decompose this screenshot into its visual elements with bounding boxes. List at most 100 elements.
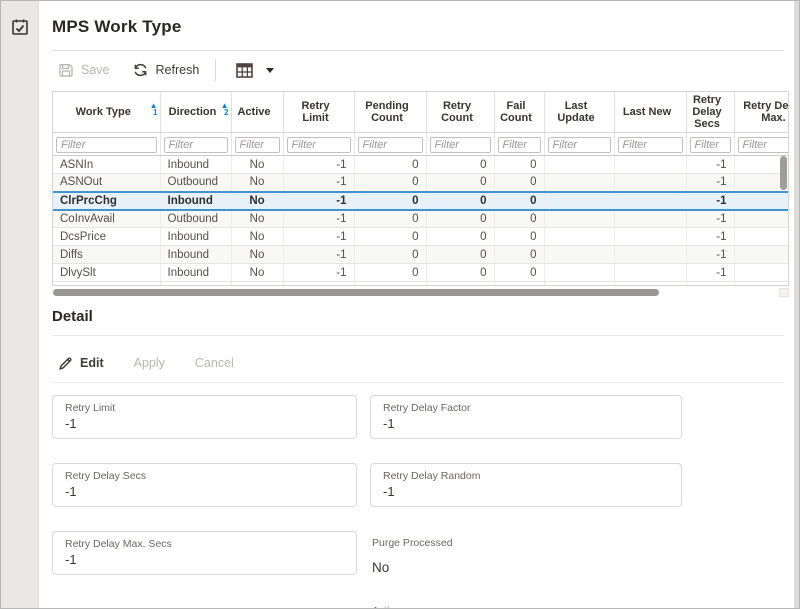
cell: Inbound xyxy=(160,155,232,174)
filter-cell xyxy=(354,132,427,156)
cell: -1 xyxy=(283,263,355,282)
filter-input[interactable] xyxy=(56,137,157,153)
filter-cell xyxy=(231,132,284,156)
column-header[interactable]: Retry Delay Max. xyxy=(734,92,788,133)
cell: 0 xyxy=(494,155,545,174)
filter-cell xyxy=(283,132,355,156)
column-header[interactable]: Fail Count xyxy=(494,92,545,133)
column-header-label: Retry Count xyxy=(441,100,473,124)
save-icon xyxy=(58,62,74,78)
column-header[interactable]: Direction ▲ 2 xyxy=(160,92,232,133)
cell xyxy=(614,263,687,282)
cell: -1 xyxy=(686,190,735,211)
detail-toolbar: Edit Apply Cancel xyxy=(52,345,784,382)
cell: DcsPrice xyxy=(53,227,161,246)
cell: -1 xyxy=(734,209,788,228)
cell: No xyxy=(231,155,284,174)
cell: No xyxy=(231,227,284,246)
cell: 0 xyxy=(494,173,545,192)
page-title: MPS Work Type xyxy=(52,17,182,36)
scrollbar-corner xyxy=(779,287,789,297)
filter-input[interactable] xyxy=(497,137,541,153)
field-retry-delay-max-secs[interactable]: Retry Delay Max. Secs -1 xyxy=(52,530,357,575)
sort-ascending-icon[interactable]: ▲ 2 xyxy=(220,101,229,117)
field-value: No xyxy=(372,559,390,575)
table-grid-icon xyxy=(236,62,254,78)
column-header[interactable]: Last Update xyxy=(544,92,615,133)
cell: -1 xyxy=(686,227,735,246)
column-header-label: Fail Count xyxy=(500,100,532,124)
field-active: Active No xyxy=(370,598,682,608)
cancel-button[interactable]: Cancel xyxy=(189,352,240,374)
field-value: -1 xyxy=(383,415,395,431)
cell: CoInvAvail xyxy=(53,209,161,228)
cell: 0 xyxy=(426,245,495,264)
filter-cell xyxy=(686,132,735,156)
filter-input[interactable] xyxy=(357,137,423,153)
table-options-button[interactable] xyxy=(230,59,280,82)
cell: -1 xyxy=(734,263,788,282)
filter-input[interactable] xyxy=(234,137,280,153)
cell: Diffs xyxy=(53,245,161,264)
sort-ascending-icon[interactable]: ▲ 1 xyxy=(149,101,158,117)
vertical-scrollbar[interactable] xyxy=(780,156,787,190)
column-header[interactable]: Retry Limit xyxy=(283,92,355,133)
cell: No xyxy=(231,190,284,211)
field-retry-delay-factor[interactable]: Retry Delay Factor -1 xyxy=(370,394,682,439)
filter-input[interactable] xyxy=(163,137,228,153)
cell: DlvySlt xyxy=(53,263,161,282)
field-retry-delay-secs[interactable]: Retry Delay Secs -1 xyxy=(52,462,357,507)
form-spacer xyxy=(52,599,357,609)
filter-input[interactable] xyxy=(429,137,491,153)
column-header[interactable]: Work Type ▲ 1 xyxy=(53,92,161,133)
field-retry-limit[interactable]: Retry Limit -1 xyxy=(52,394,357,439)
filter-input[interactable] xyxy=(737,137,788,153)
save-button[interactable]: Save xyxy=(52,58,116,82)
filter-input[interactable] xyxy=(617,137,683,153)
cell: 0 xyxy=(426,173,495,192)
table-toolbar: Save Refresh xyxy=(52,52,784,88)
cell xyxy=(544,155,615,174)
column-header[interactable]: Last New xyxy=(614,92,687,133)
cell: Inbound xyxy=(160,190,232,211)
filter-input[interactable] xyxy=(286,137,351,153)
field-value: -1 xyxy=(65,551,77,567)
apply-button[interactable]: Apply xyxy=(128,352,171,374)
column-header[interactable]: Retry Delay Secs xyxy=(686,92,735,133)
cell: 0 xyxy=(426,227,495,246)
table-row-partial xyxy=(53,281,788,285)
column-header[interactable]: Active xyxy=(231,92,284,133)
cell xyxy=(544,245,615,264)
cell: No xyxy=(231,245,284,264)
horizontal-scrollbar[interactable] xyxy=(53,288,659,296)
cell: -1 xyxy=(283,209,355,228)
column-header-label: Last New xyxy=(622,106,672,118)
cell: 0 xyxy=(354,227,427,246)
cell: Outbound xyxy=(160,173,232,192)
divider xyxy=(52,50,784,51)
refresh-label: Refresh xyxy=(155,63,200,77)
column-header[interactable]: Pending Count xyxy=(354,92,427,133)
column-header-label: Retry Limit xyxy=(301,100,330,124)
tasks-clipboard-icon[interactable] xyxy=(10,17,30,37)
cell: Inbound xyxy=(160,263,232,282)
filter-input[interactable] xyxy=(689,137,731,153)
detail-form: Retry Limit -1 Retry Delay Factor -1 Ret… xyxy=(52,394,784,609)
filter-cell xyxy=(426,132,495,156)
cell: No xyxy=(231,263,284,282)
field-label: Purge Processed xyxy=(372,536,453,549)
refresh-button[interactable]: Refresh xyxy=(126,58,206,82)
field-retry-delay-random[interactable]: Retry Delay Random -1 xyxy=(370,462,682,507)
column-header[interactable]: Retry Count xyxy=(426,92,495,133)
edit-button[interactable]: Edit xyxy=(52,352,110,375)
filter-input[interactable] xyxy=(547,137,611,153)
cell xyxy=(544,263,615,282)
cell: 0 xyxy=(354,263,427,282)
